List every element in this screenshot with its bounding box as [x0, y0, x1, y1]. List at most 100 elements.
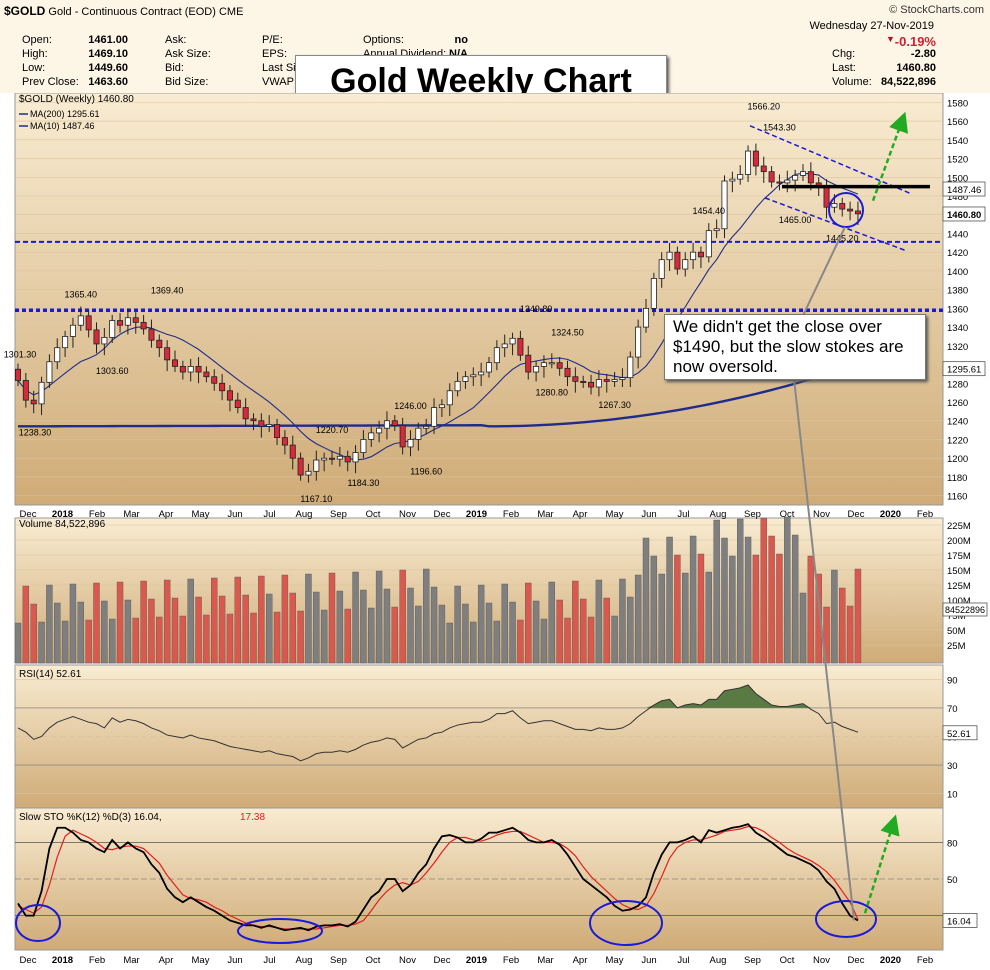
volume-bar [203, 614, 210, 664]
price-badge-label: 1487.46 [947, 185, 981, 196]
x-axis-month: 2019 [466, 509, 487, 520]
sto-d-legend: 17.38 [240, 812, 265, 823]
x-axis-month-bottom: Sep [744, 955, 761, 966]
candle-body [564, 367, 571, 378]
price-tick-label: 1200 [947, 454, 968, 465]
candle-body [219, 382, 226, 392]
volume-bar [627, 596, 634, 664]
swing-price-label: 1303.60 [96, 366, 129, 376]
volume-tick-label: 175M [947, 551, 971, 562]
volume-bar [344, 608, 351, 664]
candle-body [823, 186, 830, 208]
candle-body [776, 181, 783, 184]
x-axis-month: Feb [917, 509, 933, 520]
oversold-circle [589, 900, 663, 946]
quote-value: 1469.10 [88, 48, 128, 60]
swing-price-label: 1238.30 [19, 427, 52, 437]
volume-bar [784, 516, 791, 664]
quote-label: Volume: [832, 76, 872, 88]
rsi-badge-label: 52.61 [947, 729, 971, 740]
volume-bar [305, 573, 312, 664]
quote-label: P/E: [262, 34, 283, 46]
swing-price-label: 1543.30 [763, 123, 796, 133]
candle-body [721, 180, 728, 230]
quote-value: 1463.60 [88, 76, 128, 88]
price-tick-label: 1360 [947, 304, 968, 315]
volume-bar [642, 537, 650, 664]
candle-body [705, 230, 712, 258]
candle-body [847, 208, 854, 212]
price-target-arrow [871, 111, 908, 202]
x-axis-month-bottom: Mar [537, 955, 553, 966]
candle-body [682, 259, 689, 270]
quote-label: Options: [363, 34, 404, 46]
annotation-note: We didn't get the close over $1490, but … [664, 314, 926, 380]
volume-bar [517, 619, 524, 664]
price-tick-label: 1420 [947, 248, 968, 259]
x-axis-month-bottom: 2020 [880, 955, 901, 966]
volume-bar [38, 621, 45, 664]
quote-value: 1449.60 [88, 62, 128, 74]
price-tick-label: 1340 [947, 323, 968, 334]
volume-bar [689, 535, 697, 664]
candle-body [831, 203, 838, 208]
x-axis-month: Nov [813, 509, 830, 520]
candle-body [344, 455, 351, 463]
candle-body [274, 424, 281, 438]
oversold-circle [15, 904, 61, 942]
note-pointer-sto [789, 342, 855, 921]
price-badge [942, 206, 986, 222]
quote-label: Open: [22, 34, 52, 46]
volume-bar [823, 606, 830, 664]
candle-body [415, 427, 422, 440]
candle-body [635, 326, 642, 358]
price-tick-label: 1400 [947, 267, 968, 278]
volume-tick-label: 50M [947, 626, 966, 637]
candle-body [234, 399, 241, 409]
quote-label: Bid: [165, 62, 184, 74]
volume-bar [30, 603, 37, 664]
volume-bar [156, 616, 163, 664]
volume-bar [768, 535, 775, 664]
candle-body [305, 470, 312, 476]
candle-body [132, 317, 139, 323]
x-axis-month: Feb [89, 509, 105, 520]
volume-bar [234, 576, 242, 664]
volume-bar [116, 581, 124, 664]
candle-body [226, 390, 233, 401]
candle-body [713, 228, 720, 232]
volume-bar [831, 569, 838, 664]
volume-bar [744, 536, 752, 664]
volume-tick-label: 125M [947, 581, 971, 592]
volume-bar [46, 584, 53, 664]
volume-bar [163, 579, 171, 664]
volume-bar [328, 572, 336, 664]
candle-body [38, 381, 45, 405]
candle-body [22, 380, 29, 401]
candle-body [14, 368, 21, 381]
volume-bar [666, 536, 673, 664]
quote-value: 1461.00 [88, 34, 128, 46]
volume-bar [132, 617, 139, 664]
price-tick-label: 1380 [947, 286, 968, 297]
candle-body [462, 376, 469, 382]
rsi-badge [942, 725, 978, 741]
price-tick-label: 1580 [947, 98, 968, 109]
candle-body [336, 455, 343, 460]
volume-bar [61, 620, 69, 664]
candle-body [517, 337, 524, 356]
volume-legend: Volume 84,522,896 [19, 519, 106, 530]
candle-body [446, 390, 453, 406]
volume-bar [650, 555, 658, 664]
x-axis-month: Apr [159, 509, 174, 520]
x-axis-month-bottom: Jul [263, 955, 275, 966]
swing-price-label: 1369.40 [151, 286, 184, 296]
candle-body [352, 452, 359, 463]
volume-bar [595, 579, 603, 664]
candle-body [643, 307, 650, 328]
x-axis-month: 2018 [52, 509, 73, 520]
instrument-name: Gold - Continuous Contract (EOD) [48, 6, 216, 18]
candle-body [383, 420, 390, 429]
x-axis-month: Apr [573, 509, 588, 520]
volume-bar [313, 591, 320, 664]
